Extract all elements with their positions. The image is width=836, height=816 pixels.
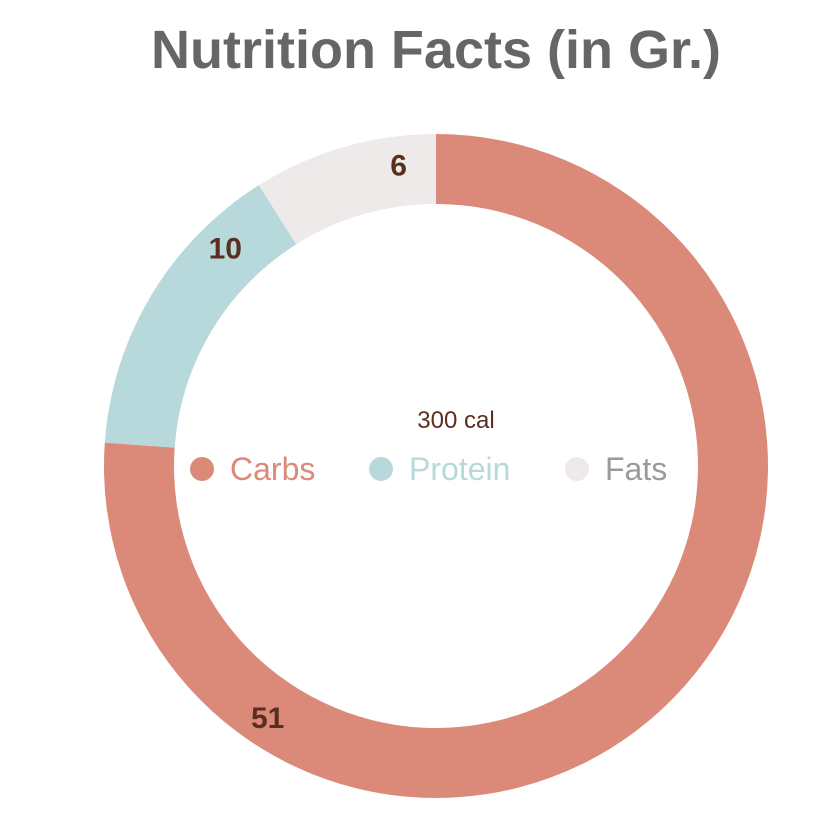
slice-fats (258, 134, 436, 245)
legend-label-protein: Protein (409, 451, 510, 487)
center-calories: 300 cal (417, 407, 494, 434)
legend-label-fats: Fats (605, 451, 667, 487)
slice-label-carbs: 51 (251, 702, 284, 735)
legend: Carbs Protein Fats (190, 451, 667, 487)
donut-slices (103, 134, 769, 798)
legend-marker-fats (565, 457, 589, 481)
slice-labels: 51 10 6 (209, 149, 407, 735)
slice-label-protein: 10 (209, 232, 242, 265)
legend-marker-protein (369, 457, 393, 481)
legend-marker-carbs (190, 457, 214, 481)
slice-protein (104, 185, 297, 448)
chart-title: Nutrition Facts (in Gr.) (151, 20, 721, 80)
legend-label-carbs: Carbs (230, 451, 315, 487)
slice-label-fats: 6 (390, 149, 407, 182)
